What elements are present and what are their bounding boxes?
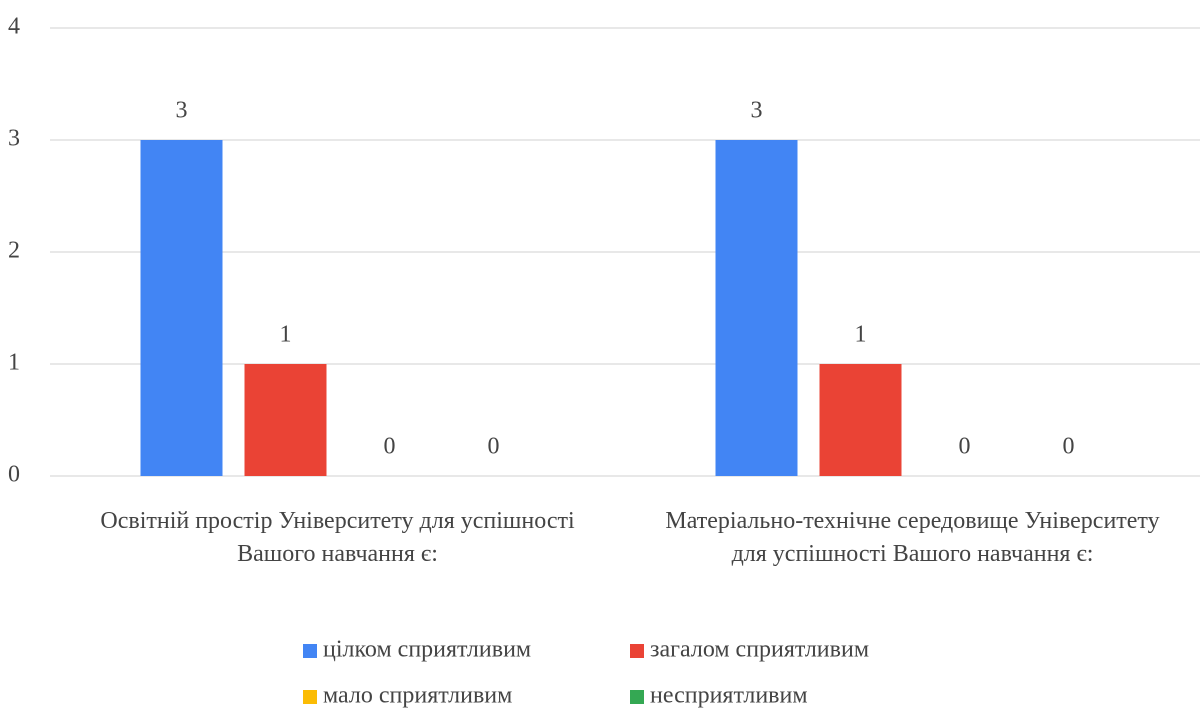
data-label: 0: [488, 434, 500, 460]
data-label: 0: [1063, 434, 1075, 460]
x-tick-label: Матеріально-технічне середовище Універси…: [665, 508, 1160, 567]
data-label: 0: [384, 434, 396, 460]
legend-swatch: [630, 644, 644, 658]
y-tick-label: 3: [8, 126, 20, 152]
legend-swatch: [303, 690, 317, 704]
data-label: 1: [855, 322, 867, 348]
bar: [715, 140, 798, 476]
data-label: 0: [959, 434, 971, 460]
y-tick-label: 4: [8, 14, 20, 40]
y-tick-label: 2: [8, 238, 20, 264]
legend-swatch: [630, 690, 644, 704]
legend-swatch: [303, 644, 317, 658]
bar: [140, 140, 223, 476]
data-label: 1: [280, 322, 292, 348]
data-label: 3: [751, 98, 763, 124]
legend-label: загалом сприятливим: [650, 637, 869, 663]
legend-label: мало сприятливим: [323, 683, 512, 709]
x-tick-label: Освітній простір Університету для успішн…: [100, 508, 575, 567]
legend-label: цілком сприятливим: [323, 637, 531, 663]
y-tick-label: 1: [8, 350, 20, 376]
bar: [244, 364, 327, 476]
bar: [819, 364, 902, 476]
data-label: 3: [176, 98, 188, 124]
y-tick-label: 0: [8, 462, 20, 488]
legend-label: несприятливим: [650, 683, 808, 709]
